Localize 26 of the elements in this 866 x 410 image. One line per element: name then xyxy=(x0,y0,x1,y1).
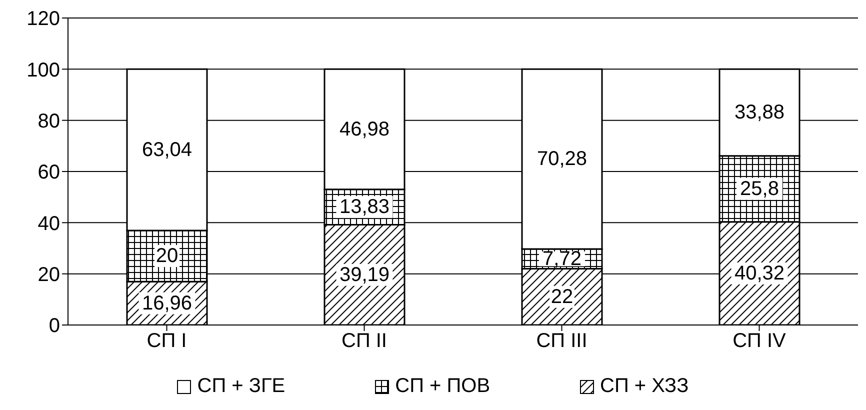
x-tick-label: СП I xyxy=(146,330,187,352)
data-label: 63,04 xyxy=(142,138,192,161)
y-tick-label: 80 xyxy=(38,110,60,132)
legend-label: СП + ПОВ xyxy=(395,375,490,398)
data-label: 13,83 xyxy=(339,196,390,218)
data-label: 70,28 xyxy=(536,148,588,170)
data-label: 46,98 xyxy=(339,118,390,140)
legend-label: СП + ЗГЕ xyxy=(197,375,286,398)
data-label: 7,72 xyxy=(542,248,582,270)
y-tick-label: 100 xyxy=(26,59,60,82)
data-label: 33,88 xyxy=(734,102,785,124)
data-label: 22 xyxy=(550,286,574,308)
x-tick-label: СП IV xyxy=(732,330,787,352)
data-label: 20 xyxy=(156,245,178,268)
data-label: 16,96 xyxy=(142,292,192,314)
y-tick-label: 60 xyxy=(38,162,60,184)
legend-label: СП + ХЗЗ xyxy=(600,375,689,398)
x-tick-label: СП III xyxy=(536,330,588,352)
data-label: 39,19 xyxy=(339,264,390,286)
y-tick-label: 20 xyxy=(38,264,60,286)
data-label: 40,32 xyxy=(734,262,785,284)
data-label: 25,8 xyxy=(740,178,779,200)
y-tick-label: 0 xyxy=(48,315,60,338)
y-tick-label: 120 xyxy=(26,8,60,30)
x-tick-label: СП II xyxy=(342,330,387,352)
y-tick-label: 40 xyxy=(38,212,60,235)
